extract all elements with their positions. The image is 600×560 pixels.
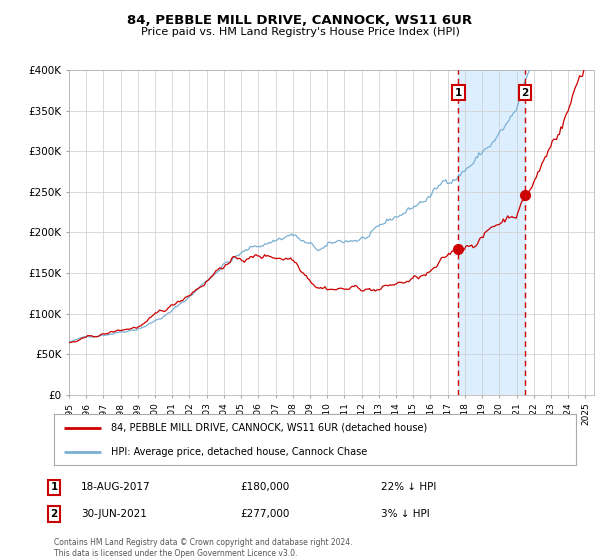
Text: 84, PEBBLE MILL DRIVE, CANNOCK, WS11 6UR (detached house): 84, PEBBLE MILL DRIVE, CANNOCK, WS11 6UR… — [112, 422, 428, 432]
Text: Contains HM Land Registry data © Crown copyright and database right 2024.
This d: Contains HM Land Registry data © Crown c… — [54, 538, 353, 558]
Text: 18-AUG-2017: 18-AUG-2017 — [81, 482, 151, 492]
Text: 84, PEBBLE MILL DRIVE, CANNOCK, WS11 6UR: 84, PEBBLE MILL DRIVE, CANNOCK, WS11 6UR — [127, 14, 473, 27]
Text: 1: 1 — [50, 482, 58, 492]
Text: 2: 2 — [50, 509, 58, 519]
Text: HPI: Average price, detached house, Cannock Chase: HPI: Average price, detached house, Cann… — [112, 447, 368, 457]
Text: 1: 1 — [455, 88, 462, 98]
Text: 3% ↓ HPI: 3% ↓ HPI — [381, 509, 430, 519]
Text: £277,000: £277,000 — [240, 509, 289, 519]
Text: Price paid vs. HM Land Registry's House Price Index (HPI): Price paid vs. HM Land Registry's House … — [140, 27, 460, 37]
Text: 22% ↓ HPI: 22% ↓ HPI — [381, 482, 436, 492]
Bar — [458, 70, 525, 395]
Text: £180,000: £180,000 — [240, 482, 289, 492]
Text: 2: 2 — [521, 88, 529, 98]
Text: 30-JUN-2021: 30-JUN-2021 — [81, 509, 147, 519]
